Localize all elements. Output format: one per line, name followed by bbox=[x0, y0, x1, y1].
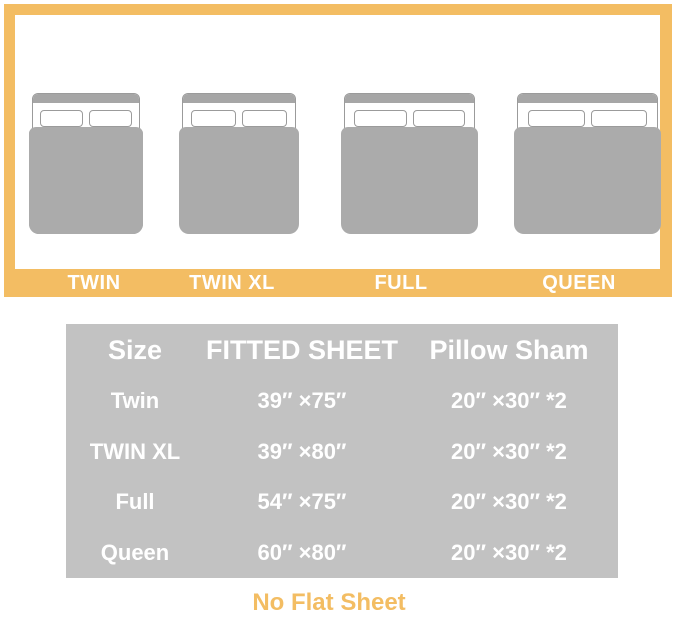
bed-pillow-right bbox=[89, 110, 132, 127]
bed-pillow-right bbox=[412, 110, 465, 127]
bed-illustration-twin bbox=[29, 93, 143, 234]
cell-pillow-sham: 20″ ×30″ *2 bbox=[451, 489, 567, 515]
cell-size: Queen bbox=[100, 539, 170, 565]
bed-fitted-sheet bbox=[179, 127, 299, 234]
table-row-twin: Twin 39″ ×75″ 20″ ×30″ *2 bbox=[66, 376, 618, 427]
bed-illustrations-panel bbox=[15, 15, 661, 269]
bed-pillows bbox=[354, 110, 465, 127]
header-pillow-sham: Pillow Sham bbox=[429, 334, 589, 365]
bed-illustration-twin-xl bbox=[179, 93, 299, 234]
no-flat-sheet-note: No Flat Sheet bbox=[252, 589, 406, 616]
header-fitted-sheet: FITTED SHEET bbox=[205, 334, 398, 365]
bed-pillow-left bbox=[527, 110, 585, 127]
cell-size: Twin bbox=[110, 388, 160, 414]
bed-pillow-left bbox=[40, 110, 83, 127]
table-header-row: Size FITTED SHEET Pillow Sham bbox=[66, 324, 618, 376]
table-row-queen: Queen 60″ ×80″ 20″ ×30″ *2 bbox=[66, 528, 618, 579]
bed-headboard bbox=[33, 94, 139, 103]
bed-fitted-sheet bbox=[514, 127, 661, 234]
cell-fitted-sheet: 39″ ×75″ bbox=[257, 388, 347, 414]
table-row-full: Full 54″ ×75″ 20″ ×30″ *2 bbox=[66, 477, 618, 528]
bed-label-queen: QUEEN bbox=[542, 272, 616, 294]
bed-label-twin: TWIN bbox=[67, 272, 121, 294]
cell-fitted-sheet: 60″ ×80″ bbox=[257, 539, 347, 565]
bed-label-full: FULL bbox=[374, 272, 428, 294]
cell-fitted-sheet: 54″ ×75″ bbox=[257, 489, 347, 515]
bed-label-twin-xl: TWIN XL bbox=[189, 272, 275, 294]
bed-pillows bbox=[40, 110, 132, 127]
bed-illustration-full bbox=[341, 93, 478, 234]
bed-fitted-sheet bbox=[341, 127, 478, 234]
header-size: Size bbox=[107, 334, 163, 365]
size-table: Size FITTED SHEET Pillow Sham Twin 39″ ×… bbox=[66, 324, 618, 578]
bed-pillow-left bbox=[190, 110, 236, 127]
table-row-twin-xl: TWIN XL 39″ ×80″ 20″ ×30″ *2 bbox=[66, 427, 618, 478]
bed-pillow-right bbox=[242, 110, 288, 127]
cell-pillow-sham: 20″ ×30″ *2 bbox=[451, 438, 567, 464]
bed-headboard bbox=[518, 94, 657, 103]
bed-pillows bbox=[190, 110, 288, 127]
bed-headboard bbox=[183, 94, 295, 103]
bed-illustration-queen bbox=[514, 93, 661, 234]
bed-pillows bbox=[527, 110, 648, 127]
bed-fitted-sheet bbox=[29, 127, 143, 234]
bed-illustrations-frame: TWIN TWIN XL FULL QUEEN bbox=[4, 4, 672, 297]
cell-size: Full bbox=[115, 489, 155, 515]
cell-pillow-sham: 20″ ×30″ *2 bbox=[451, 539, 567, 565]
cell-pillow-sham: 20″ ×30″ *2 bbox=[451, 388, 567, 414]
cell-fitted-sheet: 39″ ×80″ bbox=[257, 438, 347, 464]
cell-size: TWIN XL bbox=[89, 438, 181, 464]
bed-headboard bbox=[345, 94, 474, 103]
bed-pillow-left bbox=[354, 110, 407, 127]
bed-pillow-right bbox=[590, 110, 648, 127]
